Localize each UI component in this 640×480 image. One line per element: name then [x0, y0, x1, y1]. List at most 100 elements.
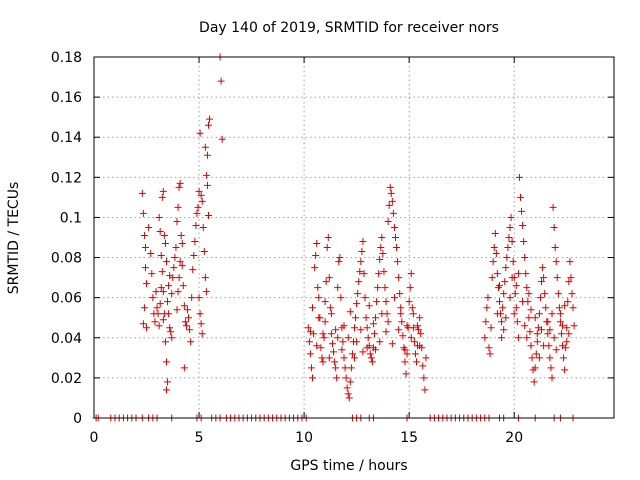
data-point	[390, 223, 398, 231]
data-point	[420, 374, 428, 382]
ticks: 0 0.02 0.04 0.06 0.08 0.1 0.12 0.14 0.16 0.18 0 5 10…	[51, 50, 614, 446]
data-point	[567, 274, 575, 282]
y-tick-label: 0.18	[51, 50, 82, 66]
data-point	[174, 203, 182, 211]
data-point	[523, 284, 531, 292]
data-point	[355, 278, 363, 286]
data-point	[201, 274, 209, 282]
y-tick-label: 0.12	[51, 170, 82, 186]
data-point	[527, 342, 535, 350]
data-point	[173, 217, 181, 225]
y-tick-label: 0	[73, 411, 82, 427]
data-point	[416, 342, 424, 350]
data-point	[357, 258, 365, 266]
data-point	[536, 294, 544, 302]
data-point	[535, 354, 543, 362]
data-point	[187, 338, 195, 346]
data-point	[483, 304, 491, 312]
data-point	[318, 354, 326, 362]
data-point	[175, 183, 183, 191]
data-point	[565, 330, 573, 338]
data-point	[512, 304, 520, 312]
data-point	[139, 320, 147, 328]
data-point	[503, 254, 511, 262]
data-point	[185, 314, 193, 322]
data-point	[362, 314, 370, 322]
data-point	[555, 304, 563, 312]
data-point	[511, 290, 519, 298]
data-point	[403, 350, 411, 358]
data-point	[198, 197, 206, 205]
data-point	[554, 290, 562, 298]
y-tick-label: 0.02	[51, 371, 82, 387]
data-point	[409, 324, 417, 332]
data-point	[186, 326, 194, 334]
data-point	[346, 308, 354, 316]
data-point	[521, 254, 529, 262]
data-point	[141, 244, 149, 252]
data-point	[500, 290, 508, 298]
data-point	[388, 197, 396, 205]
data-point	[156, 227, 164, 235]
data-point	[517, 193, 525, 201]
data-point	[346, 378, 354, 386]
data-point	[324, 234, 332, 241]
data-point	[384, 318, 392, 326]
data-point	[512, 282, 520, 290]
data-point	[506, 294, 514, 302]
data-point	[336, 254, 344, 262]
data-point	[549, 203, 557, 211]
data-point	[556, 318, 564, 326]
data-point	[332, 364, 340, 372]
data-point	[485, 344, 493, 352]
data-point	[351, 324, 359, 332]
data-point	[556, 310, 564, 318]
data-point	[570, 322, 578, 330]
data-point	[159, 288, 167, 296]
data-point	[354, 290, 362, 298]
data-point	[538, 278, 546, 286]
data-point	[396, 290, 404, 298]
data-point	[507, 213, 515, 221]
data-point	[159, 316, 167, 324]
data-point	[532, 350, 540, 358]
data-point	[145, 223, 153, 231]
data-point	[335, 258, 343, 266]
data-point	[550, 223, 558, 231]
data-point	[189, 266, 197, 274]
data-point	[148, 270, 156, 278]
data-point	[505, 234, 513, 241]
data-point	[373, 298, 381, 306]
data-point	[173, 306, 181, 314]
data-point	[176, 258, 184, 266]
data-point	[500, 326, 508, 334]
data-point	[372, 314, 380, 322]
data-point	[409, 310, 417, 318]
x-tick-label: 0	[90, 430, 99, 446]
data-point	[180, 302, 188, 310]
data-point	[397, 304, 405, 312]
data-point	[149, 294, 157, 302]
data-point	[508, 238, 516, 246]
data-point	[489, 258, 497, 266]
data-point	[566, 258, 574, 266]
data-point	[151, 318, 159, 326]
data-point	[520, 238, 528, 246]
data-point	[182, 322, 190, 330]
data-point	[352, 314, 360, 322]
data-point	[486, 350, 494, 358]
data-point	[382, 298, 390, 306]
data-point	[194, 203, 202, 211]
data-point	[372, 346, 380, 354]
data-point	[311, 264, 319, 272]
data-point	[306, 350, 314, 358]
data-point	[498, 334, 506, 342]
data-point	[510, 310, 518, 318]
data-point	[492, 250, 500, 258]
data-point	[499, 304, 507, 312]
y-tick-label: 0.06	[51, 291, 82, 307]
data-point	[561, 366, 569, 374]
data-point	[165, 282, 173, 290]
data-point	[506, 223, 514, 231]
data-point	[180, 364, 188, 372]
